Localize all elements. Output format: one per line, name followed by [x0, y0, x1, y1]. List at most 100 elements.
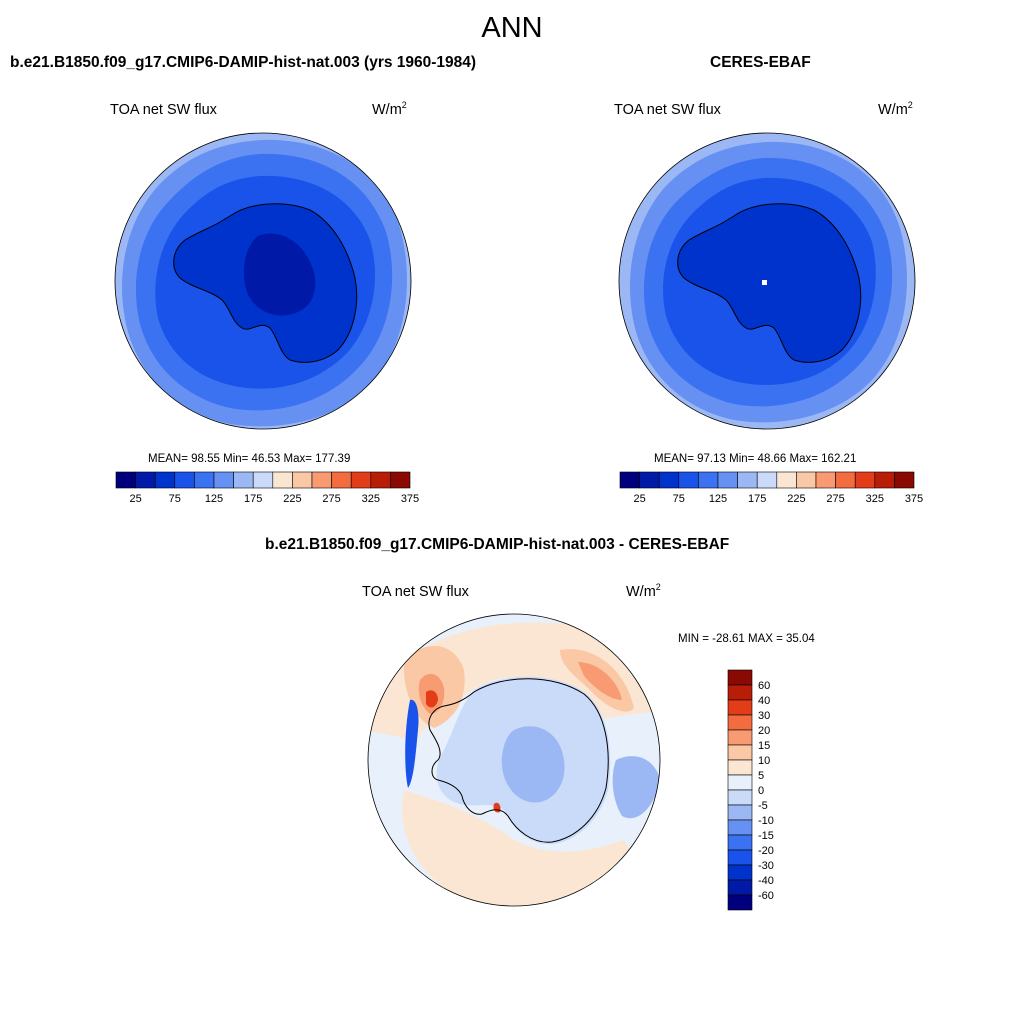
- model-colorbar-swatch: [252, 471, 274, 489]
- obs-colorbar-swatch: [619, 471, 640, 489]
- obs-coastline: [677, 203, 862, 363]
- obs-missing-pole-cell: [762, 280, 767, 285]
- model-colorbar-tick-label: 175: [244, 493, 262, 505]
- diff-colorbar-tick-label: 15: [758, 740, 770, 752]
- diff-positive-peak-ne: [578, 662, 622, 700]
- diff-colorbar-swatch: [727, 804, 753, 821]
- model-colorbar-swatch: [135, 471, 156, 489]
- diff-colorbar-tick-label: 5: [758, 770, 764, 782]
- diff-colorbar-tick-label: 10: [758, 755, 770, 767]
- obs-colorbar-swatch: [717, 471, 738, 489]
- model-antarctica-interior: [243, 233, 316, 316]
- model-colorbar-tick-label: 25: [129, 493, 141, 505]
- model-colorbar-tick-label: 125: [205, 493, 223, 505]
- diff-colorbar-tick-label: 20: [758, 725, 770, 737]
- obs-colorbar-swatch: [874, 471, 895, 489]
- panel-model-stats: MEAN= 98.55 Min= 46.53 Max= 177.39: [148, 453, 351, 465]
- model-colorbar-swatch: [390, 471, 411, 489]
- diff-colorbar-swatch: [727, 789, 753, 806]
- model-colorbar-tick-label: 75: [169, 493, 181, 505]
- panel-diff-variable-label: TOA net SW flux: [362, 584, 469, 600]
- model-colorbar-swatch: [174, 471, 195, 489]
- diff-colorbar-tick-label: 40: [758, 695, 770, 707]
- diff-colorbar-tick-label: -40: [758, 875, 774, 887]
- obs-colorbar-swatch: [835, 471, 856, 489]
- diff-negative-peninsula: [405, 699, 419, 788]
- diff-colorbar-tick-label: 30: [758, 710, 770, 722]
- obs-colorbar-swatch: [815, 471, 836, 489]
- diff-colorbar-tick-label: 0: [758, 785, 764, 797]
- obs-colorbar-tick-label: 25: [633, 493, 645, 505]
- obs-colorbar-swatch: [854, 471, 876, 489]
- diff-colorbar-swatch: [727, 774, 753, 791]
- diff-colorbar-tick-label: -30: [758, 860, 774, 872]
- diff-colorbar-swatch: [727, 714, 753, 731]
- model-coastline: [173, 203, 358, 363]
- model-colorbar-swatch: [115, 471, 136, 489]
- panel-diff-units-label: W/m2: [626, 582, 661, 600]
- panel-obs-stats: MEAN= 97.13 Min= 48.66 Max= 162.21: [654, 453, 857, 465]
- diff-colorbar-swatch: [727, 669, 753, 686]
- diff-colorbar-swatch: [727, 834, 753, 851]
- model-colorbar-swatch: [272, 471, 293, 489]
- model-colorbar-swatch: [292, 471, 313, 489]
- obs-colorbar-swatch: [776, 471, 797, 489]
- diff-colorbar-tick-label: -60: [758, 890, 774, 902]
- obs-colorbar-swatch: [658, 471, 680, 489]
- model-colorbar-tick-label: 225: [283, 493, 301, 505]
- panel-diff-title: b.e21.B1850.f09_g17.CMIP6-DAMIP-hist-nat…: [265, 536, 730, 553]
- panel-model-variable-label: TOA net SW flux: [110, 102, 217, 118]
- panel-obs-title: CERES-EBAF: [710, 54, 811, 71]
- panel-diff-map: [367, 613, 661, 907]
- panel-obs-units-label: W/m2: [878, 100, 913, 118]
- model-colorbar-swatch: [154, 471, 176, 489]
- diff-positive-south: [402, 790, 644, 906]
- panel-obs-map: [618, 132, 916, 430]
- panel-obs-colorbar: 25 75 125 175 225 275 325 375: [619, 471, 923, 505]
- model-colorbar-tick-label: 275: [322, 493, 340, 505]
- diff-negative-east-ocean: [612, 756, 660, 819]
- model-colorbar-swatch: [331, 471, 352, 489]
- model-map-boundary: [114, 132, 412, 430]
- obs-colorbar-tick-label: 125: [709, 493, 727, 505]
- model-colorbar-tick-label: 325: [362, 493, 380, 505]
- diff-negative-interior: [501, 726, 565, 803]
- diff-colorbar-swatch: [727, 894, 753, 911]
- diff-colorbar-swatch: [727, 864, 753, 881]
- panel-diff-colorbar: 60 40 30 20 15 10 5 0 -5 -10 -15 -20 -30 -40 -60: [727, 669, 774, 911]
- diff-colorbar-tick-label: 60: [758, 680, 770, 692]
- diff-colorbar-tick-label: -20: [758, 845, 774, 857]
- panel-model-map: [114, 132, 412, 430]
- obs-colorbar-tick-label: 75: [673, 493, 685, 505]
- obs-colorbar-swatch: [796, 471, 817, 489]
- obs-colorbar-swatch: [678, 471, 699, 489]
- model-colorbar-tick-label: 375: [401, 493, 419, 505]
- obs-colorbar-swatch: [698, 471, 719, 489]
- obs-antarctica: [677, 203, 861, 363]
- diff-colorbar-swatch: [727, 684, 753, 701]
- obs-colorbar-tick-label: 175: [748, 493, 766, 505]
- obs-colorbar-swatch: [894, 471, 915, 489]
- figure-season-title: ANN: [481, 12, 543, 44]
- panel-diff-stats: MIN = -28.61 MAX = 35.04: [678, 633, 815, 645]
- obs-colorbar-tick-label: 325: [866, 493, 884, 505]
- diff-coastline: [428, 678, 609, 843]
- diff-colorbar-tick-label: -5: [758, 800, 768, 812]
- obs-colorbar-swatch: [737, 471, 758, 489]
- panel-model-title: b.e21.B1850.f09_g17.CMIP6-DAMIP-hist-nat…: [10, 54, 477, 71]
- obs-colorbar-tick-label: 375: [905, 493, 923, 505]
- model-colorbar-swatch: [370, 471, 391, 489]
- model-colorbar-swatch: [213, 471, 234, 489]
- diff-colorbar-swatch: [727, 744, 753, 761]
- diff-colorbar-swatch: [727, 819, 753, 836]
- model-colorbar-swatch: [194, 471, 215, 489]
- diff-colorbar-swatch: [727, 879, 753, 896]
- diff-colorbar-swatch: [727, 699, 753, 716]
- panel-model-colorbar: 25 75 125 175 225 275 325 375: [115, 471, 419, 505]
- panel-obs-variable-label: TOA net SW flux: [614, 102, 721, 118]
- diff-colorbar-tick-label: -15: [758, 830, 774, 842]
- diff-colorbar-swatch: [727, 849, 753, 866]
- model-colorbar-swatch: [233, 471, 254, 489]
- obs-colorbar-swatch: [756, 471, 778, 489]
- obs-colorbar-tick-label: 275: [826, 493, 844, 505]
